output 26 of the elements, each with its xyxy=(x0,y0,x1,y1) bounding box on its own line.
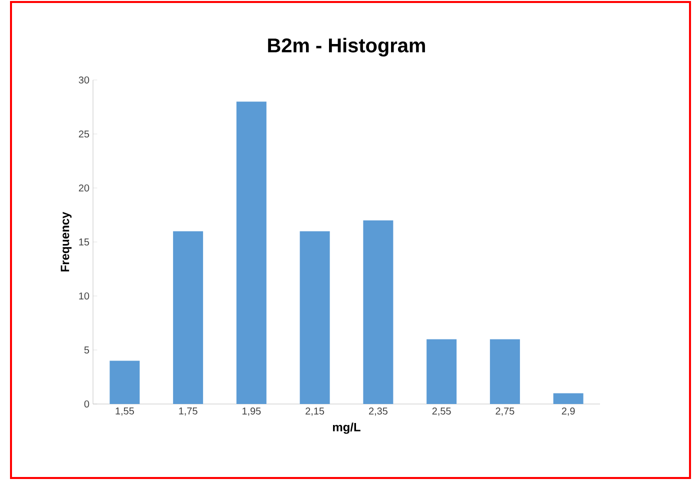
x-tick-label: 1,95 xyxy=(242,408,261,416)
bar xyxy=(236,102,266,404)
bar xyxy=(490,339,520,404)
y-tick-label: 15 xyxy=(79,238,90,246)
bar xyxy=(110,360,140,404)
y-axis-title: Frequency xyxy=(60,212,72,272)
bar xyxy=(363,220,394,404)
y-tick-label: 25 xyxy=(78,130,90,138)
bar xyxy=(173,231,204,404)
y-tick-label: 10 xyxy=(79,292,90,300)
y-tick-label: 30 xyxy=(78,76,90,84)
y-tick-label: 0 xyxy=(84,400,90,408)
x-tick-label: 1,55 xyxy=(116,408,134,416)
x-tick-label: 2,55 xyxy=(432,408,451,416)
x-tick-label: 2,9 xyxy=(562,408,575,416)
bar xyxy=(426,339,457,404)
x-tick-label: 2,35 xyxy=(368,408,388,416)
x-axis-title: mg/L xyxy=(333,422,360,434)
x-tick-label: 1,75 xyxy=(179,408,198,416)
x-tick-label: 2,75 xyxy=(496,408,514,416)
bar xyxy=(553,393,584,404)
bar xyxy=(300,231,330,404)
x-tick-label: 2,15 xyxy=(306,408,324,416)
y-tick-label: 5 xyxy=(84,346,90,354)
chart-title: B2m - Histogram xyxy=(268,38,425,56)
y-tick-label: 20 xyxy=(78,184,90,192)
